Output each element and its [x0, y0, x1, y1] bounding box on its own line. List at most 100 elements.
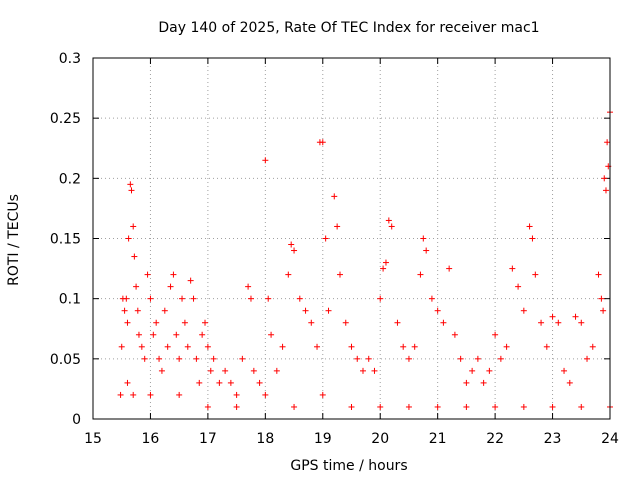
data-point — [135, 331, 142, 338]
data-point — [150, 331, 157, 338]
data-point — [428, 295, 435, 302]
x-tick-label: 22 — [486, 431, 504, 447]
data-point — [319, 139, 326, 146]
data-point — [161, 307, 168, 314]
data-point — [187, 277, 194, 284]
data-point — [164, 343, 171, 350]
grid-layer — [93, 58, 610, 419]
data-point — [520, 307, 527, 314]
data-point — [515, 283, 522, 290]
data-point — [474, 355, 481, 362]
data-point — [371, 367, 378, 374]
data-point — [268, 331, 275, 338]
plot-frame — [92, 57, 611, 420]
data-point — [131, 253, 138, 260]
data-point — [239, 355, 246, 362]
x-tick-label: 17 — [199, 431, 217, 447]
x-tick-label: 24 — [601, 431, 619, 447]
data-point — [480, 379, 487, 386]
data-point — [334, 223, 341, 230]
x-tick-label: 21 — [429, 431, 447, 447]
data-point — [273, 367, 280, 374]
data-point — [584, 355, 591, 362]
data-point — [291, 247, 298, 254]
data-point — [233, 403, 240, 410]
y-tick-label: 0.2 — [59, 171, 81, 187]
data-point — [216, 379, 223, 386]
x-tick-label: 23 — [544, 431, 562, 447]
data-point — [337, 271, 344, 278]
data-point — [147, 391, 154, 398]
data-point — [170, 271, 177, 278]
data-point — [176, 355, 183, 362]
data-point — [184, 343, 191, 350]
data-point — [354, 355, 361, 362]
data-point — [463, 403, 470, 410]
data-point — [222, 367, 229, 374]
data-point — [555, 319, 562, 326]
data-point — [509, 265, 516, 272]
x-tick-label: 19 — [314, 431, 332, 447]
data-point — [193, 355, 200, 362]
data-point — [153, 319, 160, 326]
data-point — [199, 331, 206, 338]
y-tick-label: 0.15 — [50, 232, 81, 248]
data-point — [124, 379, 131, 386]
x-axis-label: GPS time / hours — [290, 458, 407, 474]
data-point — [589, 343, 596, 350]
data-point — [365, 355, 372, 362]
data-point — [598, 295, 605, 302]
data-point — [288, 241, 295, 248]
y-tick-label: 0 — [72, 412, 81, 428]
data-point — [196, 379, 203, 386]
data-point — [123, 295, 130, 302]
data-point — [457, 355, 464, 362]
data-point — [492, 403, 499, 410]
data-point — [167, 283, 174, 290]
x-tick-label: 20 — [371, 431, 389, 447]
data-point — [604, 139, 611, 146]
data-point — [141, 355, 148, 362]
data-point — [503, 343, 510, 350]
data-point — [233, 391, 240, 398]
data-point — [446, 265, 453, 272]
data-point — [250, 367, 257, 374]
data-point — [405, 355, 412, 362]
data-point — [331, 193, 338, 200]
data-points — [117, 109, 613, 410]
data-point — [561, 367, 568, 374]
data-point — [308, 319, 315, 326]
data-point — [578, 319, 585, 326]
data-point — [469, 367, 476, 374]
data-point — [526, 223, 533, 230]
data-point — [380, 265, 387, 272]
data-point — [314, 343, 321, 350]
data-point — [385, 217, 392, 224]
data-point — [207, 367, 214, 374]
data-point — [176, 391, 183, 398]
data-point — [144, 271, 151, 278]
data-point — [543, 343, 550, 350]
data-point — [285, 271, 292, 278]
data-point — [296, 295, 303, 302]
data-point — [359, 367, 366, 374]
data-point — [566, 379, 573, 386]
data-point — [549, 403, 556, 410]
data-point — [602, 187, 609, 194]
data-point — [434, 307, 441, 314]
data-point — [348, 403, 355, 410]
y-tick-label: 0.1 — [59, 292, 81, 308]
data-point — [382, 259, 389, 266]
data-point — [348, 343, 355, 350]
data-point — [138, 343, 145, 350]
data-point — [127, 181, 134, 188]
data-point — [325, 307, 332, 314]
data-point — [181, 319, 188, 326]
y-tick-label: 0.25 — [50, 111, 81, 127]
data-point — [434, 403, 441, 410]
data-point — [147, 295, 154, 302]
data-point — [388, 223, 395, 230]
data-point — [463, 379, 470, 386]
data-point — [204, 403, 211, 410]
